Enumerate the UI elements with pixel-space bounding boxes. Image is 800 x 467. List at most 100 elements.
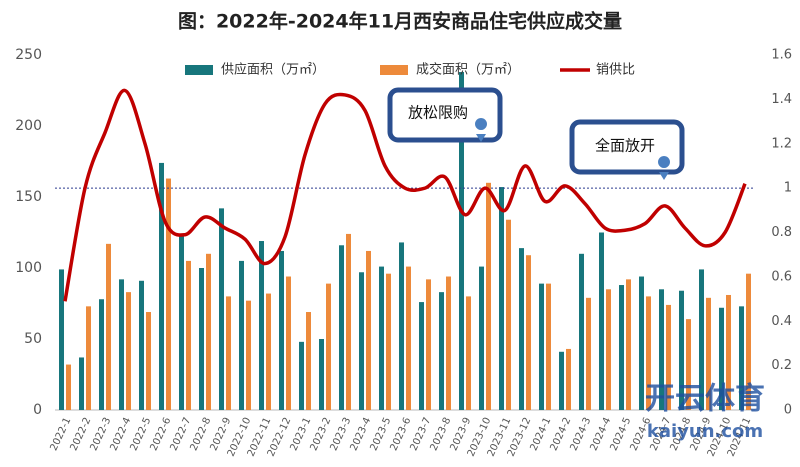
bar [286, 276, 291, 410]
bar [86, 306, 91, 410]
bar [59, 269, 64, 410]
bar [659, 289, 664, 410]
bar [506, 219, 511, 410]
bar [746, 273, 751, 410]
bar [679, 290, 684, 410]
annotation-text: 全面放开 [595, 137, 655, 155]
bar [306, 312, 311, 410]
bar [459, 72, 464, 410]
bar [579, 253, 584, 410]
bar [386, 273, 391, 410]
y2-tick-label: 1.6 [771, 48, 792, 63]
bar [566, 348, 571, 410]
bar [359, 272, 364, 410]
annotation: 放松限购 [387, 87, 503, 143]
bar [219, 208, 224, 410]
bar [319, 339, 324, 410]
annotation: 全面放开 [569, 119, 685, 180]
bar [126, 292, 131, 410]
watermark-site: kaiyun.com [647, 421, 763, 442]
pin-icon [658, 156, 671, 180]
bar [366, 250, 371, 410]
bar [266, 293, 271, 410]
pin-icon [475, 118, 488, 142]
bar [226, 296, 231, 410]
bar [639, 276, 644, 410]
bar [419, 302, 424, 410]
bar [259, 241, 264, 410]
legend-swatch [380, 65, 408, 75]
y-tick-label: 200 [15, 118, 42, 134]
bar [186, 260, 191, 410]
bar [726, 294, 731, 410]
bar [539, 283, 544, 410]
bar [606, 289, 611, 410]
legend-swatch [185, 65, 213, 75]
bar [479, 266, 484, 410]
bar [519, 248, 524, 410]
bar [66, 364, 71, 410]
bar [179, 235, 184, 410]
y2-tick-label: 1.2 [771, 136, 792, 151]
annotation-box [387, 87, 503, 143]
bar [719, 307, 724, 410]
bar [699, 269, 704, 410]
bar [139, 280, 144, 410]
legend-label: 销供比 [596, 63, 635, 78]
y2-tick-label: 0.2 [771, 358, 792, 373]
bar [279, 250, 284, 410]
y2-tick-label: 0.6 [771, 269, 792, 284]
bar [146, 312, 151, 410]
bar [666, 304, 671, 410]
bar [486, 182, 491, 410]
bar [426, 279, 431, 410]
chart-title: 图：2022年-2024年11月西安商品住宅供应成交量 [178, 10, 622, 33]
bar [119, 279, 124, 410]
y2-tick-label: 1.4 [771, 92, 792, 107]
y-tick-label: 250 [15, 47, 42, 63]
y-tick-label: 150 [15, 189, 42, 205]
line [63, 88, 747, 302]
bar [326, 283, 331, 410]
bar [339, 245, 344, 410]
y-tick-label: 0 [33, 402, 42, 418]
bar [626, 279, 631, 410]
bar [106, 243, 111, 410]
bar [239, 260, 244, 410]
bar [159, 162, 164, 410]
watermark-brand: 开云体育 [645, 382, 765, 417]
bar [499, 187, 504, 410]
y2-tick-label: 0.4 [771, 314, 792, 329]
y2-tick-label: 0 [784, 403, 792, 418]
y-tick-label: 100 [15, 260, 42, 276]
bar [686, 319, 691, 410]
bar [526, 255, 531, 410]
bar [399, 242, 404, 410]
bar [406, 266, 411, 410]
bar [559, 351, 564, 410]
bar [586, 297, 591, 410]
y2-tick-label: 0.8 [771, 225, 792, 240]
bar [546, 283, 551, 410]
bar [299, 341, 304, 410]
bar [379, 266, 384, 410]
bar [199, 268, 204, 410]
bar [619, 285, 624, 410]
annotation-box [569, 119, 685, 175]
bar [446, 276, 451, 410]
bar [599, 232, 604, 410]
bar [706, 297, 711, 410]
legend-label: 供应面积（万㎡） [221, 62, 325, 78]
bar [466, 296, 471, 410]
bar [79, 357, 84, 410]
legend-label: 成交面积（万㎡） [416, 62, 520, 78]
annotation-text: 放松限购 [408, 104, 468, 122]
bar [439, 292, 444, 410]
bar [246, 300, 251, 410]
y-tick-label: 50 [24, 331, 42, 347]
bar [99, 299, 104, 410]
bar [739, 306, 744, 410]
bar [206, 253, 211, 410]
bar [346, 233, 351, 410]
